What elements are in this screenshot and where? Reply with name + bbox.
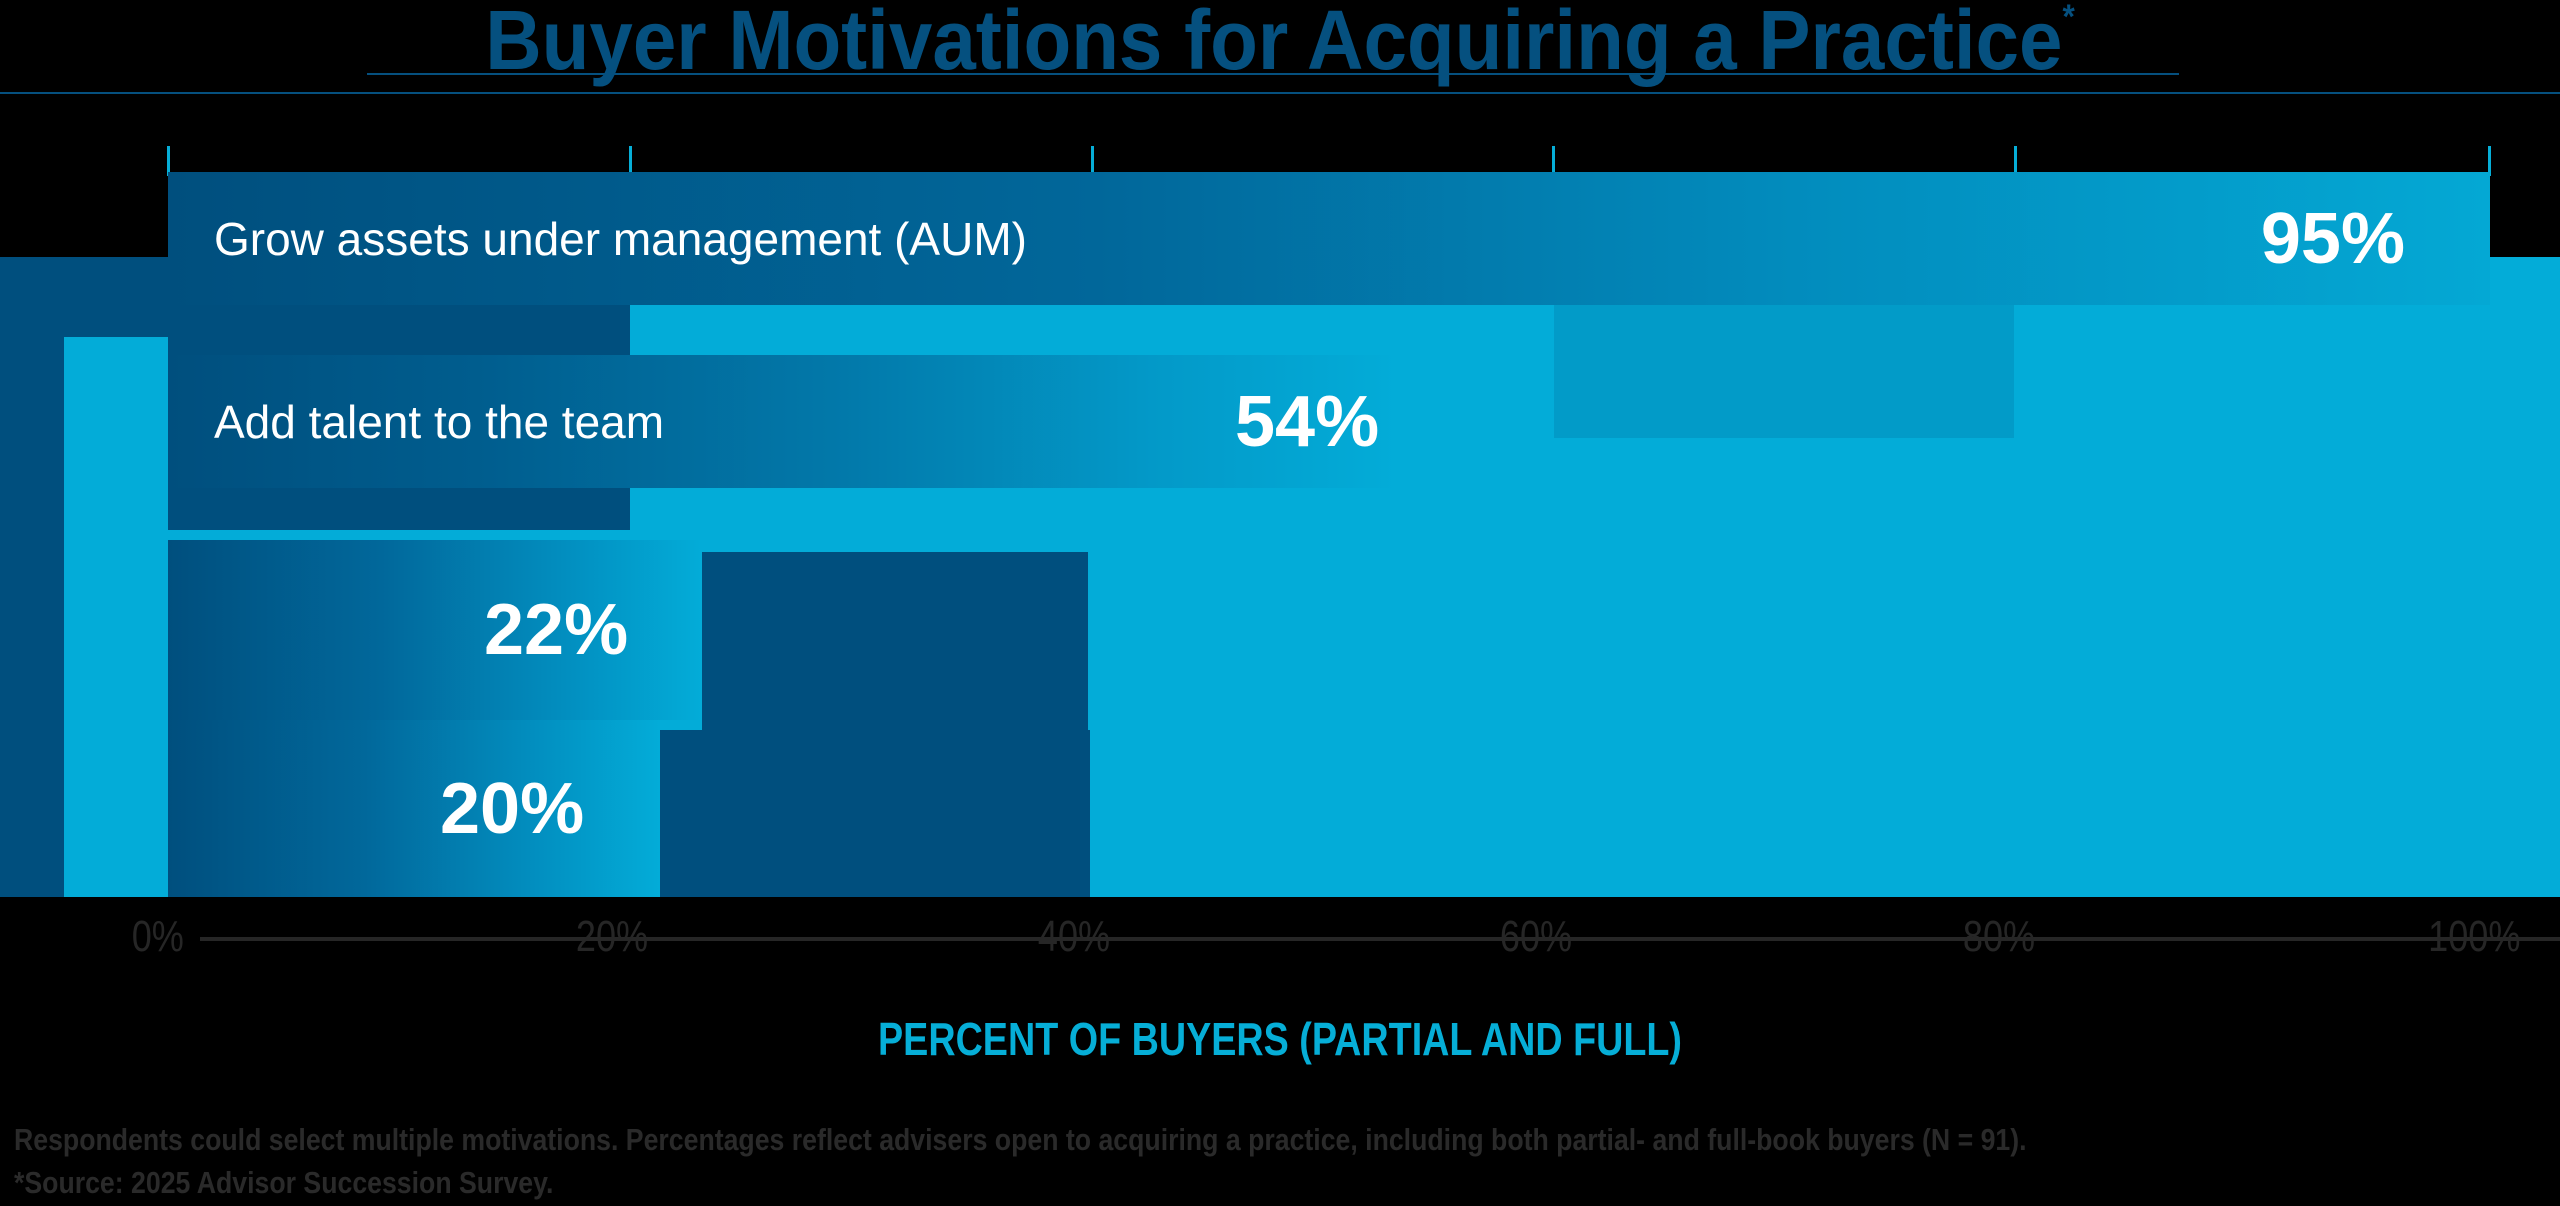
bar-row-4: 20% (168, 720, 660, 897)
x-tick-20: 20% (575, 912, 649, 961)
x-tick-80: 80% (1962, 912, 2036, 961)
x-tick-0: 0% (131, 912, 184, 961)
bar-row-2-dark-left (168, 305, 630, 355)
left-strip-dark (0, 257, 64, 897)
grid-tick-80 (2014, 146, 2017, 176)
chart-title-text: Buyer Motivations for Acquiring a Practi… (485, 0, 2063, 87)
footnote-methodology: Respondents could select multiple motiva… (14, 1122, 2027, 1157)
bar-value-1: 95% (2260, 198, 2405, 279)
footnote-source: *Source: 2025 Advisor Succession Survey. (14, 1165, 554, 1200)
x-axis-label: PERCENT OF BUYERS (PARTIAL AND FULL) (878, 1013, 1682, 1065)
left-strip-dark-2 (0, 257, 168, 337)
chart-title: Buyer Motivations for Acquiring a Practi… (90, 0, 2471, 89)
x-tick-100: 100% (2428, 912, 2521, 961)
x-tick-60: 60% (1499, 912, 1573, 961)
bar-row-2: Add talent to the team 54% (168, 355, 1398, 488)
grid-tick-40 (1091, 146, 1094, 176)
bar-row-2-dark-under (168, 488, 630, 530)
x-axis-line (200, 937, 2560, 941)
shaded-block (1554, 305, 2014, 438)
label-overlay-row-4 (660, 730, 1090, 897)
grid-tick-20 (629, 146, 632, 176)
bar-value-2: 54% (1235, 381, 1380, 462)
x-tick-40: 40% (1037, 912, 1111, 961)
title-rule-bottom (0, 92, 2560, 94)
bar-value-3: 22% (484, 590, 629, 670)
title-rule-top (367, 73, 2179, 75)
plot-area: Grow assets under management (AUM) 95% A… (0, 140, 2560, 900)
title-footnote-marker: * (2062, 0, 2075, 36)
bar-row-1: Grow assets under management (AUM) 95% (168, 172, 2490, 305)
bar-row-3: 22% (168, 540, 702, 720)
grid-tick-60 (1552, 146, 1555, 176)
bar-value-4: 20% (440, 768, 585, 849)
grid-tick-0 (167, 146, 170, 176)
left-strip-dark-3 (0, 337, 64, 357)
bar-row-1-stub (2490, 257, 2560, 305)
bar-label-2: Add talent to the team (214, 395, 665, 448)
bar-label-1: Grow assets under management (AUM) (214, 212, 1027, 265)
grid-tick-100 (2488, 146, 2491, 176)
left-strip-cyan (64, 343, 168, 897)
